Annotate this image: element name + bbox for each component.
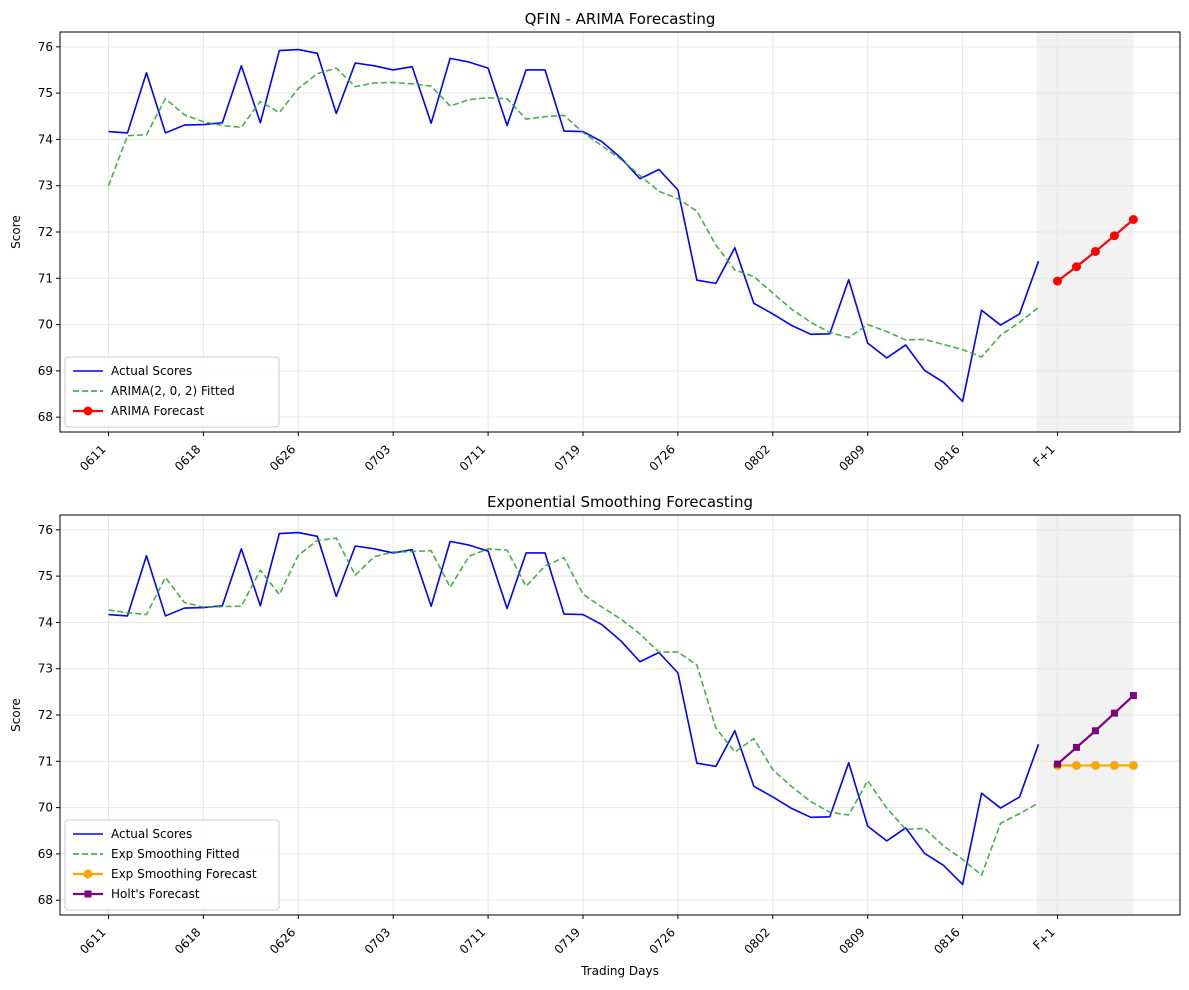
y-tick-label: 71 bbox=[38, 754, 53, 768]
y-tick-label: 71 bbox=[38, 271, 53, 285]
series-line bbox=[107, 67, 1040, 358]
x-tick-label: 0802 bbox=[741, 442, 772, 473]
series-line bbox=[108, 48, 1040, 403]
y-tick-label: 76 bbox=[38, 523, 53, 537]
legend-box bbox=[64, 356, 280, 428]
legend-box bbox=[64, 819, 280, 911]
legend-label: Exp Smoothing Fitted bbox=[111, 847, 240, 861]
x-tick-label: 0711 bbox=[457, 925, 488, 956]
y-tick-label: 74 bbox=[38, 132, 53, 146]
y-tick-label: 73 bbox=[38, 662, 53, 676]
legend-marker bbox=[84, 890, 92, 898]
legend-marker bbox=[83, 869, 93, 879]
data-point bbox=[1071, 262, 1081, 272]
x-tick-label: 0703 bbox=[362, 925, 393, 956]
data-point bbox=[1109, 760, 1119, 770]
x-tick-label: 0626 bbox=[267, 925, 298, 956]
x-tick-label: 0719 bbox=[552, 925, 583, 956]
arima-chart: 68 69 70 71 72 73 74 75 76 0611 0618 0626 0703 0711 07… bbox=[9, 10, 1181, 474]
x-tick-label: 0726 bbox=[647, 925, 678, 956]
data-point bbox=[1053, 276, 1062, 286]
x-tick-label: 0809 bbox=[836, 442, 867, 473]
data-point bbox=[1054, 760, 1061, 768]
plot-frame bbox=[59, 31, 1181, 433]
x-tick-label: 0726 bbox=[647, 442, 678, 473]
y-tick-label: 68 bbox=[38, 893, 53, 907]
series-line bbox=[108, 537, 1039, 876]
y-tick-label: 74 bbox=[38, 615, 53, 629]
y-axis-label: Score bbox=[9, 215, 23, 249]
data-point bbox=[1090, 760, 1100, 770]
series-line bbox=[108, 531, 1040, 886]
y-tick-label: 72 bbox=[38, 708, 53, 722]
x-tick-label: 0626 bbox=[267, 442, 298, 473]
y-tick-label: 70 bbox=[38, 801, 53, 815]
y-tick-label: 76 bbox=[38, 40, 53, 54]
data-point bbox=[1071, 760, 1081, 770]
x-axis-label: Trading Days bbox=[580, 964, 659, 978]
x-tick-label: F+1 bbox=[1030, 925, 1057, 952]
y-axis-label: Score bbox=[9, 698, 23, 732]
x-tick-label: 0719 bbox=[552, 442, 583, 473]
data-point bbox=[1109, 231, 1119, 241]
data-point bbox=[1128, 760, 1138, 770]
data-point bbox=[1072, 743, 1080, 751]
x-tick-label: F+1 bbox=[1030, 442, 1057, 469]
x-tick-label: 0816 bbox=[931, 925, 962, 956]
chart-title: Exponential Smoothing Forecasting bbox=[487, 493, 753, 511]
y-tick-label: 70 bbox=[38, 318, 53, 332]
chart-title: QFIN - ARIMA Forecasting bbox=[525, 10, 716, 28]
legend-label: ARIMA(2, 0, 2) Fitted bbox=[111, 384, 235, 398]
x-tick-label: 0611 bbox=[77, 442, 108, 473]
legend-label: Actual Scores bbox=[111, 364, 192, 378]
x-tick-label: 0816 bbox=[931, 442, 962, 473]
legend-label: Exp Smoothing Forecast bbox=[111, 867, 257, 881]
y-tick-label: 72 bbox=[38, 225, 53, 239]
y-tick-label: 68 bbox=[38, 410, 53, 424]
x-tick-label: 0809 bbox=[836, 925, 867, 956]
data-point bbox=[1091, 727, 1099, 735]
exp-smoothing-chart: 68 69 70 71 72 73 74 75 76 0611 0618 0626 0703 0711 07… bbox=[9, 493, 1181, 978]
y-tick-label: 75 bbox=[38, 86, 53, 100]
data-point bbox=[1128, 215, 1138, 224]
data-point bbox=[1090, 246, 1100, 256]
x-tick-label: 0703 bbox=[362, 442, 393, 473]
legend-label: Holt's Forecast bbox=[111, 887, 200, 901]
x-tick-label: 0618 bbox=[172, 442, 203, 473]
plot-frame bbox=[59, 514, 1181, 916]
x-tick-label: 0618 bbox=[172, 925, 203, 956]
x-tick-label: 0802 bbox=[741, 925, 772, 956]
x-tick-label: 0611 bbox=[77, 925, 108, 956]
legend-label: ARIMA Forecast bbox=[111, 404, 205, 418]
data-point bbox=[1129, 692, 1137, 700]
legend-label: Actual Scores bbox=[111, 827, 192, 841]
y-tick-label: 75 bbox=[38, 569, 53, 583]
legend-marker bbox=[83, 406, 93, 416]
y-tick-label: 69 bbox=[38, 847, 53, 861]
x-tick-label: 0711 bbox=[457, 442, 488, 473]
y-tick-label: 73 bbox=[38, 179, 53, 193]
y-tick-label: 69 bbox=[38, 364, 53, 378]
data-point bbox=[1110, 709, 1118, 717]
